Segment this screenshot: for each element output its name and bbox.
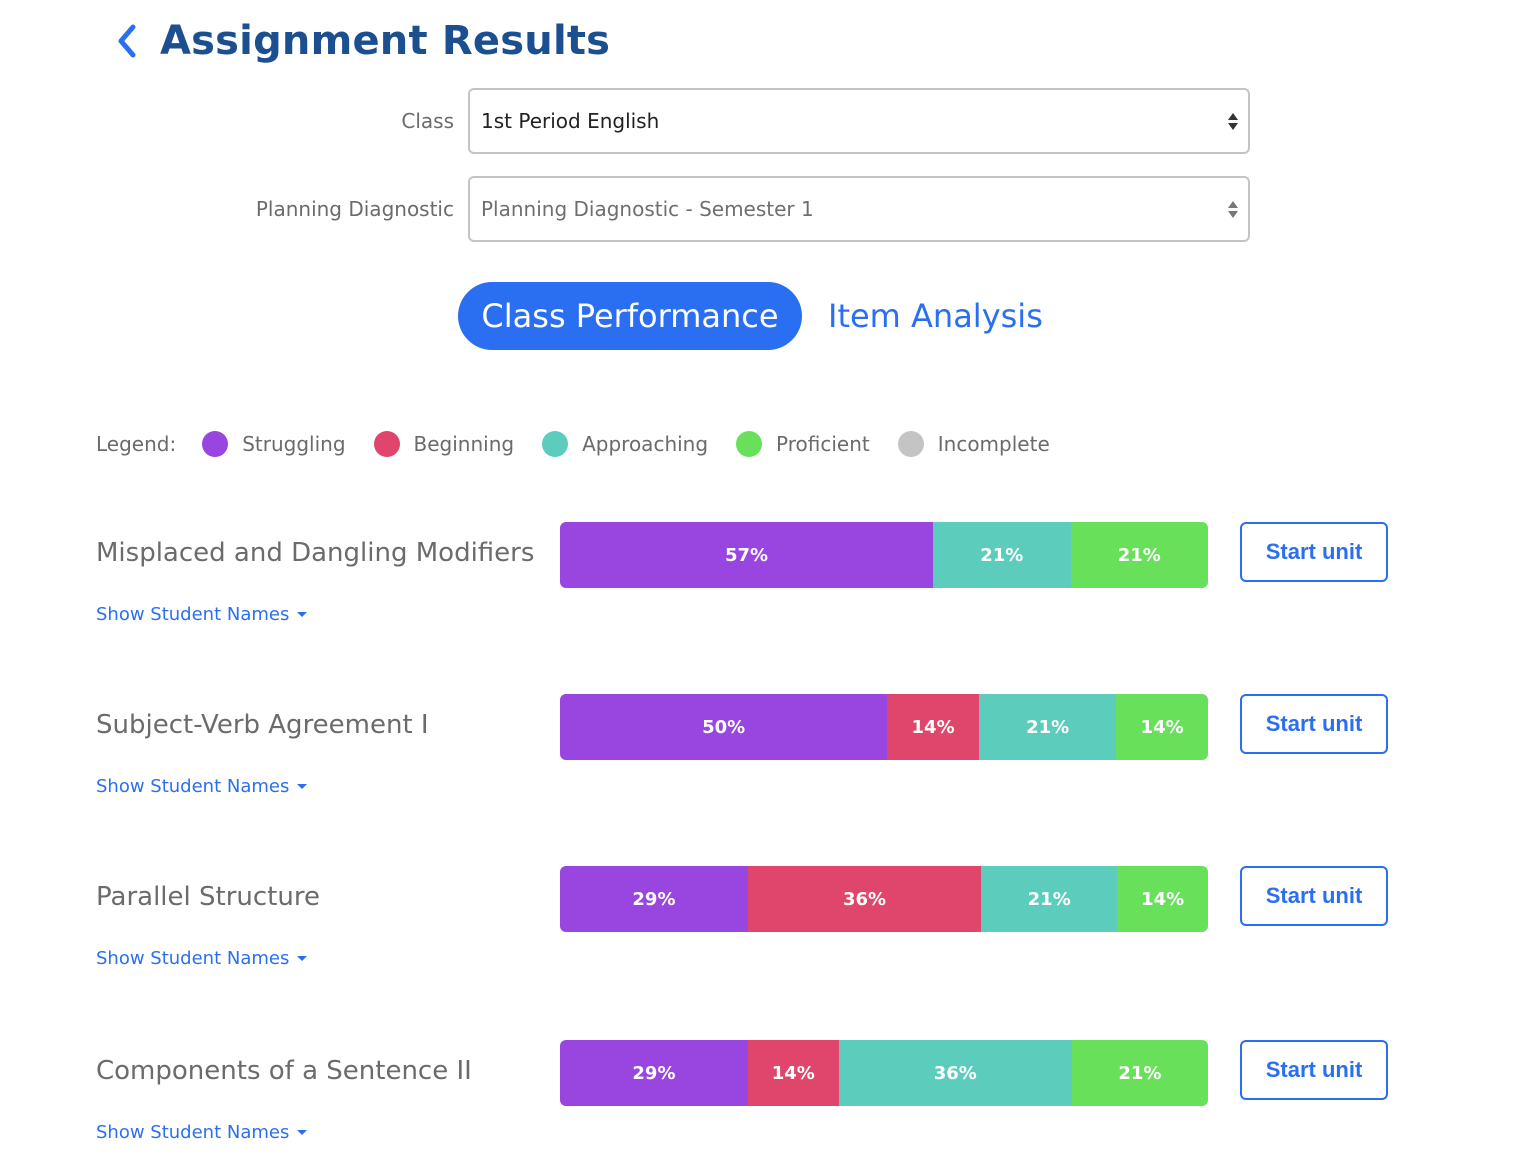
unit-row: Subject-Verb Agreement I Show Student Na… (0, 694, 1528, 834)
legend: Legend: Struggling Beginning Approaching… (96, 426, 1078, 462)
tab-class-performance[interactable]: Class Performance (458, 282, 802, 350)
bar-segment-struggling: 29% (560, 1040, 748, 1106)
diagnostic-label: Planning Diagnostic (255, 197, 454, 221)
show-student-names-toggle[interactable]: Show Student Names (96, 604, 308, 625)
unit-title: Misplaced and Dangling Modifiers (96, 538, 535, 568)
incomplete-dot-icon (897, 431, 924, 457)
bar-segment-approaching: 21% (933, 522, 1071, 588)
diagnostic-select[interactable]: Planning Diagnostic - Semester 1 (468, 176, 1250, 242)
bar-segment-approaching: 21% (981, 866, 1118, 932)
performance-bar: 57% 21% 21% (560, 522, 1208, 588)
caret-down-icon (297, 784, 308, 789)
show-student-names-toggle[interactable]: Show Student Names (96, 776, 308, 797)
performance-bar: 50% 14% 21% 14% (560, 694, 1208, 760)
unit-row: Misplaced and Dangling Modifiers Show St… (0, 522, 1528, 662)
show-names-label: Show Student Names (96, 1122, 290, 1143)
legend-text: Incomplete (937, 432, 1050, 456)
legend-text: Beginning (413, 432, 515, 456)
caret-down-icon (297, 612, 308, 617)
diagnostic-field-row: Planning Diagnostic Planning Diagnostic … (0, 176, 1250, 242)
class-select-value: 1st Period English (481, 109, 660, 133)
legend-item-struggling: Struggling (202, 431, 346, 457)
page-title: Assignment Results (160, 18, 611, 64)
class-label: Class (401, 109, 454, 133)
bar-segment-proficient: 14% (1117, 866, 1208, 932)
legend-item-proficient: Proficient (736, 431, 870, 457)
legend-label: Legend: (96, 432, 177, 456)
diagnostic-select-value: Planning Diagnostic - Semester 1 (481, 197, 814, 221)
start-unit-button[interactable]: Start unit (1240, 694, 1388, 754)
bar-segment-proficient: 21% (1070, 522, 1208, 588)
legend-text: Struggling (242, 432, 346, 456)
unit-row: Parallel Structure Show Student Names 29… (0, 866, 1528, 1006)
unit-title: Parallel Structure (96, 882, 320, 912)
legend-item-incomplete: Incomplete (897, 431, 1050, 457)
proficient-dot-icon (736, 431, 763, 457)
legend-text: Approaching (582, 432, 709, 456)
class-select[interactable]: 1st Period English (468, 88, 1250, 154)
class-field-row: Class 1st Period English (0, 88, 1250, 154)
select-arrows-icon (1228, 112, 1238, 130)
caret-down-icon (297, 956, 308, 961)
legend-text: Proficient (776, 432, 870, 456)
bar-segment-beginning: 14% (887, 694, 979, 760)
start-unit-button[interactable]: Start unit (1240, 866, 1388, 926)
tab-item-analysis[interactable]: Item Analysis (828, 297, 1043, 335)
unit-row: Components of a Sentence II Show Student… (0, 1040, 1528, 1164)
bar-segment-struggling: 50% (560, 694, 888, 760)
show-names-label: Show Student Names (96, 604, 290, 625)
bar-segment-approaching: 21% (978, 694, 1117, 760)
performance-bar: 29% 36% 21% 14% (560, 866, 1208, 932)
bar-segment-approaching: 36% (838, 1040, 1072, 1106)
struggling-dot-icon (202, 431, 229, 457)
bar-segment-struggling: 57% (560, 522, 934, 588)
unit-title: Components of a Sentence II (96, 1056, 472, 1086)
beginning-dot-icon (373, 431, 400, 457)
unit-title: Subject-Verb Agreement I (96, 710, 429, 740)
start-unit-button[interactable]: Start unit (1240, 1040, 1388, 1100)
bar-segment-proficient: 21% (1071, 1040, 1208, 1106)
bar-segment-beginning: 14% (747, 1040, 839, 1106)
bar-segment-proficient: 14% (1116, 694, 1208, 760)
page-header: Assignment Results (116, 18, 610, 64)
show-names-label: Show Student Names (96, 776, 290, 797)
show-student-names-toggle[interactable]: Show Student Names (96, 948, 308, 969)
select-arrows-icon (1228, 200, 1238, 218)
performance-bar: 29% 14% 36% 21% (560, 1040, 1208, 1106)
show-names-label: Show Student Names (96, 948, 290, 969)
bar-segment-struggling: 29% (560, 866, 748, 932)
approaching-dot-icon (542, 431, 569, 457)
legend-item-approaching: Approaching (542, 431, 708, 457)
legend-item-beginning: Beginning (373, 431, 515, 457)
caret-down-icon (297, 1130, 308, 1135)
start-unit-button[interactable]: Start unit (1240, 522, 1388, 582)
bar-segment-beginning: 36% (747, 866, 982, 932)
show-student-names-toggle[interactable]: Show Student Names (96, 1122, 308, 1143)
back-chevron-icon[interactable] (116, 21, 146, 61)
